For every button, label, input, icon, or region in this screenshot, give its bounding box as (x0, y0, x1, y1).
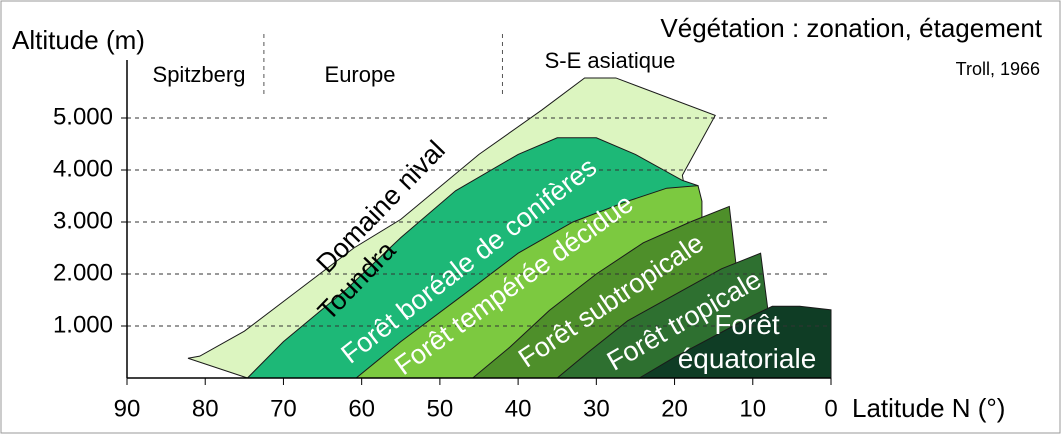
region-label: Europe (325, 62, 396, 87)
y-axis-label: Altitude (m) (12, 25, 145, 55)
x-tick-label: 40 (505, 395, 532, 422)
y-tick-label: 4.000 (53, 155, 113, 182)
x-tick-label: 10 (739, 395, 766, 422)
x-tick-label: 80 (192, 395, 219, 422)
x-tick-label: 90 (114, 395, 141, 422)
x-tick-label: 70 (270, 395, 297, 422)
x-axis-label: Latitude N (°) (852, 393, 1005, 423)
x-tick-label: 30 (583, 395, 610, 422)
x-tick-label: 0 (824, 395, 837, 422)
source: Troll, 1966 (956, 59, 1040, 79)
y-tick-label: 3.000 (53, 207, 113, 234)
zone-area (637, 305, 832, 379)
y-tick-label: 5.000 (53, 103, 113, 130)
y-tick-label: 2.000 (53, 259, 113, 286)
x-tick-label: 50 (427, 395, 454, 422)
region-label: S-E asiatique (545, 48, 676, 73)
x-tick-label: 20 (661, 395, 688, 422)
region-label: Spitzberg (153, 62, 246, 87)
x-tick-label: 60 (348, 395, 375, 422)
chart-title: Végétation : zonation, étagement (660, 13, 1042, 43)
zone-label: Forêt équatoriale (677, 309, 817, 374)
y-tick-label: 1.000 (53, 311, 113, 338)
